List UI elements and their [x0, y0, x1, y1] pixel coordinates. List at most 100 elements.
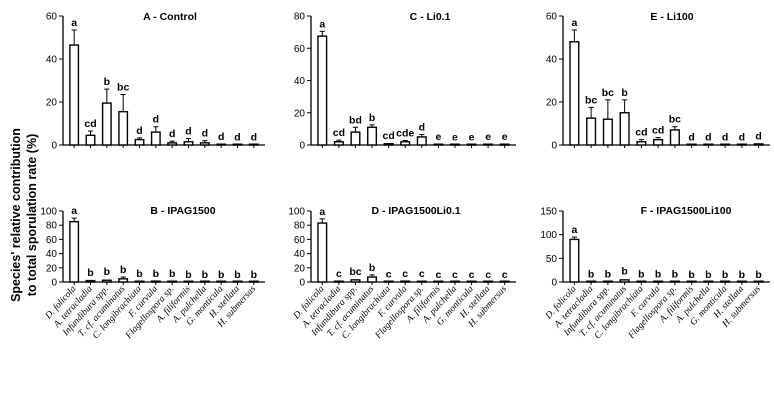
- y-tick-label: 20: [46, 263, 58, 274]
- y-tick-label: 0: [51, 141, 57, 152]
- bar-2: [586, 117, 597, 146]
- bar-1: [569, 238, 580, 283]
- significance-letter: bc: [585, 94, 597, 106]
- significance-letter: b: [605, 268, 611, 280]
- significance-letter: c: [402, 268, 408, 280]
- bar-1: [69, 220, 80, 283]
- significance-letter: b: [104, 76, 110, 88]
- bar-10: [720, 143, 731, 146]
- y-tick-label: 0: [551, 141, 557, 152]
- bar-12: [248, 143, 259, 146]
- significance-letter: d: [169, 128, 175, 140]
- bar-8: [433, 143, 444, 146]
- y-tick-label: 50: [546, 254, 558, 265]
- bar-11: [483, 143, 494, 146]
- panel-title: E - Li100: [650, 11, 693, 23]
- panel-title: C - Li0.1: [410, 11, 451, 23]
- y-axis-label-line-1: Species' relative contribution: [9, 128, 23, 302]
- significance-letter: cde: [396, 127, 414, 139]
- bar-6: [150, 280, 161, 283]
- bar-3: [350, 131, 361, 146]
- significance-letter: b: [755, 269, 761, 281]
- significance-letter: d: [251, 131, 257, 143]
- significance-letter: b: [688, 269, 694, 281]
- significance-letter: cd: [635, 127, 647, 139]
- significance-letter: a: [71, 17, 77, 29]
- significance-letter: d: [185, 126, 191, 138]
- significance-letter: bc: [669, 114, 681, 126]
- bar-1: [569, 41, 580, 146]
- bar-9: [703, 280, 714, 283]
- significance-letter: b: [672, 269, 678, 281]
- bar-11: [232, 143, 243, 146]
- bar-9: [199, 142, 210, 146]
- bar-7: [669, 280, 680, 283]
- significance-letter: c: [336, 268, 342, 280]
- panel-title: F - IPAG1500Li100: [641, 205, 732, 217]
- significance-letter: c: [469, 269, 475, 281]
- significance-letter: d: [688, 131, 694, 143]
- y-tick-label: 60: [46, 12, 58, 23]
- significance-letter: e: [435, 131, 441, 143]
- bar-5: [134, 138, 145, 146]
- significance-letter: b: [739, 269, 745, 281]
- y-tick-label: 100: [288, 207, 305, 218]
- bar-10: [466, 280, 477, 283]
- significance-letter: a: [71, 205, 77, 217]
- significance-letter: b: [722, 269, 728, 281]
- bar-2: [586, 280, 597, 283]
- bar-12: [248, 280, 259, 283]
- bar-11: [736, 143, 747, 146]
- bar-11: [483, 280, 494, 283]
- significance-letter: d: [739, 131, 745, 143]
- y-tick-label: 20: [294, 108, 306, 119]
- y-tick-label: 100: [40, 207, 57, 218]
- significance-letter: b: [185, 269, 191, 281]
- significance-letter: b: [153, 268, 159, 280]
- y-tick-label: 40: [294, 249, 306, 260]
- bar-9: [703, 143, 714, 146]
- significance-letter: cd: [333, 127, 345, 139]
- significance-letter: c: [419, 268, 425, 280]
- bar-4: [367, 126, 378, 146]
- significance-letter: e: [469, 132, 475, 144]
- panel-title: B - IPAG1500: [150, 205, 215, 217]
- significance-letter: b: [588, 268, 594, 280]
- significance-letter: b: [638, 269, 644, 281]
- bar-10: [466, 143, 477, 146]
- significance-letter: d: [722, 131, 728, 143]
- bar-8: [433, 280, 444, 283]
- bar-12: [499, 280, 510, 283]
- bar-11: [232, 280, 243, 283]
- y-tick-label: 20: [546, 98, 558, 109]
- bar-7: [416, 136, 427, 146]
- y-tick-label: 0: [551, 278, 557, 289]
- y-tick-label: 40: [546, 55, 558, 66]
- bar-12: [499, 143, 510, 146]
- significance-letter: c: [485, 269, 491, 281]
- y-tick-label: 40: [294, 76, 306, 87]
- significance-letter: b: [169, 268, 175, 280]
- y-tick-label: 20: [46, 98, 58, 109]
- significance-letter: bc: [349, 266, 361, 278]
- significance-letter: b: [136, 268, 142, 280]
- significance-letter: a: [319, 18, 325, 30]
- y-tick-label: 60: [294, 44, 306, 55]
- significance-letter: d: [153, 114, 159, 126]
- bar-7: [167, 142, 178, 146]
- significance-letter: cd: [84, 118, 96, 130]
- bar-5: [636, 141, 647, 146]
- significance-letter: bc: [602, 87, 614, 99]
- bar-9: [449, 280, 460, 283]
- significance-letter: b: [369, 262, 375, 274]
- significance-letter: e: [485, 131, 491, 143]
- bar-5: [383, 280, 394, 283]
- significance-letter: b: [655, 269, 661, 281]
- y-tick-label: 40: [46, 55, 58, 66]
- y-tick-label: 80: [294, 12, 306, 23]
